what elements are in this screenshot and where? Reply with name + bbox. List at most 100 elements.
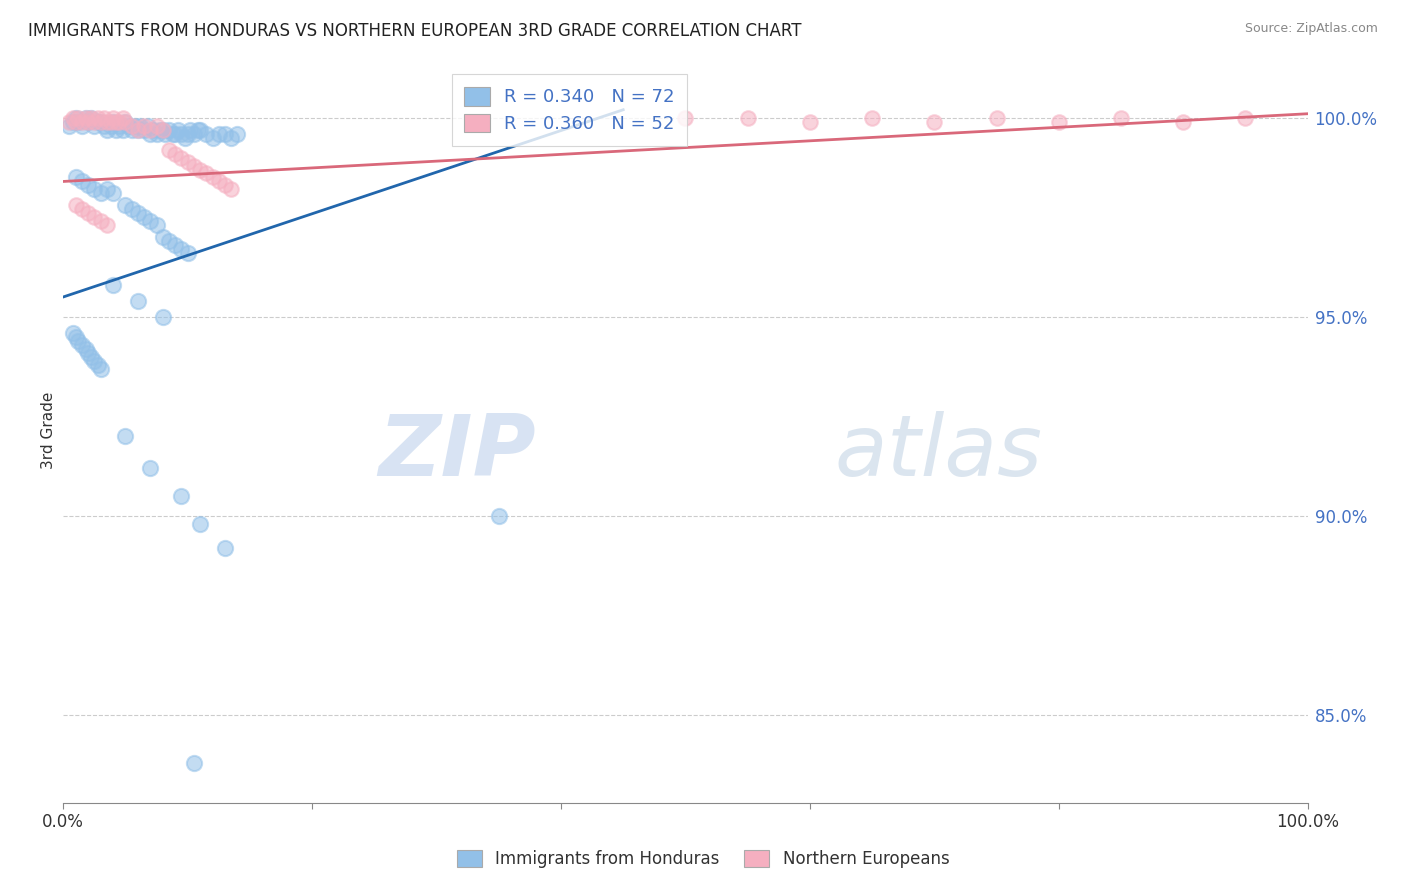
- Point: [90, 114, 112, 128]
- Point: [108, 119, 131, 133]
- Point: [75, 111, 97, 125]
- Point: [67, 114, 90, 128]
- Point: [104, 122, 127, 136]
- Point: [117, 119, 139, 133]
- Point: [101, 278, 124, 293]
- Point: [152, 122, 174, 136]
- Point: [170, 489, 193, 503]
- Point: [170, 127, 193, 141]
- Point: [149, 122, 172, 136]
- Point: [108, 114, 131, 128]
- Point: [219, 182, 242, 196]
- Point: [101, 114, 124, 128]
- Text: ZIP: ZIP: [378, 411, 536, 494]
- Point: [101, 186, 124, 201]
- Point: [121, 119, 143, 133]
- Point: [70, 114, 93, 128]
- Point: [177, 246, 200, 260]
- Point: [70, 337, 93, 351]
- Point: [799, 114, 821, 128]
- Point: [70, 119, 93, 133]
- Point: [75, 111, 97, 125]
- Point: [121, 202, 143, 217]
- Point: [79, 111, 101, 125]
- Point: [83, 353, 105, 368]
- Point: [96, 114, 118, 128]
- Point: [134, 122, 156, 136]
- Point: [111, 122, 134, 136]
- Point: [62, 111, 84, 125]
- Point: [75, 342, 97, 356]
- Point: [1234, 111, 1257, 125]
- Point: [127, 122, 149, 136]
- Point: [87, 358, 110, 372]
- Point: [860, 111, 883, 125]
- Point: [214, 178, 236, 193]
- Point: [93, 119, 115, 133]
- Point: [58, 119, 80, 133]
- Point: [675, 111, 697, 125]
- Point: [219, 130, 242, 145]
- Point: [139, 461, 162, 475]
- Point: [134, 211, 156, 225]
- Point: [183, 756, 205, 770]
- Point: [157, 234, 180, 248]
- Point: [170, 151, 193, 165]
- Point: [77, 345, 100, 359]
- Point: [177, 154, 200, 169]
- Point: [179, 122, 201, 136]
- Point: [65, 111, 87, 125]
- Point: [93, 111, 115, 125]
- Point: [65, 198, 87, 212]
- Point: [152, 122, 174, 136]
- Point: [170, 242, 193, 256]
- Point: [90, 114, 112, 128]
- Point: [83, 182, 105, 196]
- Point: [165, 146, 187, 161]
- Point: [201, 130, 224, 145]
- Point: [77, 206, 100, 220]
- Point: [155, 127, 177, 141]
- Point: [208, 174, 231, 188]
- Point: [174, 130, 197, 145]
- Point: [226, 127, 249, 141]
- Point: [65, 330, 87, 344]
- Point: [70, 174, 93, 188]
- Point: [195, 166, 218, 180]
- Point: [166, 122, 188, 136]
- Point: [58, 114, 80, 128]
- Point: [124, 119, 146, 133]
- Point: [67, 334, 90, 348]
- Point: [83, 211, 105, 225]
- Point: [79, 350, 101, 364]
- Point: [100, 114, 122, 128]
- Point: [90, 186, 112, 201]
- Point: [77, 178, 100, 193]
- Point: [488, 509, 510, 524]
- Point: [737, 111, 759, 125]
- Point: [139, 122, 162, 136]
- Point: [1109, 111, 1132, 125]
- Point: [177, 127, 200, 141]
- Text: atlas: atlas: [835, 411, 1043, 494]
- Point: [145, 119, 167, 133]
- Point: [152, 230, 174, 244]
- Point: [127, 293, 149, 308]
- Point: [121, 122, 143, 136]
- Point: [114, 114, 136, 128]
- Point: [114, 114, 136, 128]
- Point: [127, 122, 149, 136]
- Legend: R = 0.340   N = 72, R = 0.360   N = 52: R = 0.340 N = 72, R = 0.360 N = 52: [451, 74, 688, 145]
- Point: [111, 111, 134, 125]
- Point: [1173, 114, 1195, 128]
- Point: [1047, 114, 1070, 128]
- Point: [152, 310, 174, 324]
- Point: [83, 119, 105, 133]
- Point: [183, 159, 205, 173]
- Point: [62, 114, 84, 128]
- Point: [87, 114, 110, 128]
- Point: [62, 326, 84, 340]
- Point: [924, 114, 946, 128]
- Point: [127, 206, 149, 220]
- Point: [114, 198, 136, 212]
